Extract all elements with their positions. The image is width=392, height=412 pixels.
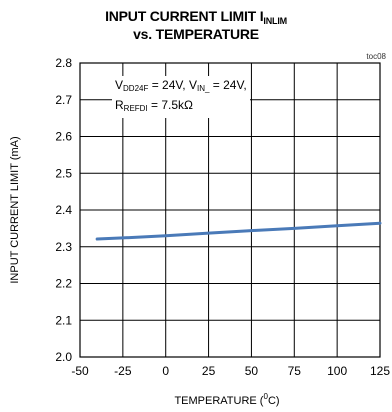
y-tick-labels: 2.0 2.1 2.2 2.3 2.4 2.5 2.6 2.7 2.8	[55, 56, 72, 364]
y-tick-label: 2.8	[55, 56, 72, 70]
x-tick-label: 0	[162, 364, 169, 378]
y-tick-label: 2.3	[55, 240, 72, 254]
chart-title-line2: vs. TEMPERATURE	[133, 26, 259, 42]
x-tick-label: 75	[288, 364, 302, 378]
y-tick-label: 2.6	[55, 130, 72, 144]
series-line	[95, 221, 382, 241]
plot-frame	[79, 62, 381, 358]
y-tick-label: 2.7	[55, 93, 72, 107]
annotation-line2: RREFDI = 7.5kΩ	[115, 98, 193, 113]
y-tick-label: 2.5	[55, 166, 72, 180]
x-tick-label: 125	[370, 364, 390, 378]
x-axis-label: TEMPERATURE (0C)	[174, 392, 279, 407]
y-tick-label: 2.0	[55, 350, 72, 364]
chart-title-line1: INPUT CURRENT LIMIT IINLIM	[105, 8, 287, 26]
y-axis-label: INPUT CURRENT LIMIT (mA)	[9, 136, 21, 283]
y-tick-label: 2.2	[55, 277, 72, 291]
conditions-annotation: VDD24F = 24V, VIN_ = 24V, RREFDI = 7.5kΩ	[112, 76, 250, 118]
annotation-line1: VDD24F = 24V, VIN_ = 24V,	[115, 78, 247, 93]
x-tick-label: 50	[245, 364, 259, 378]
series-layer	[95, 221, 382, 241]
x-tick-label: 100	[327, 364, 347, 378]
y-tick-label: 2.1	[55, 313, 72, 327]
x-tick-label: 25	[202, 364, 216, 378]
x-tick-label: -25	[114, 364, 132, 378]
chart-code: toc08	[366, 52, 386, 61]
x-tick-labels: -50 -25 0 25 50 75 100 125	[71, 364, 390, 378]
y-tick-label: 2.4	[55, 203, 72, 217]
x-tick-label: -50	[71, 364, 89, 378]
